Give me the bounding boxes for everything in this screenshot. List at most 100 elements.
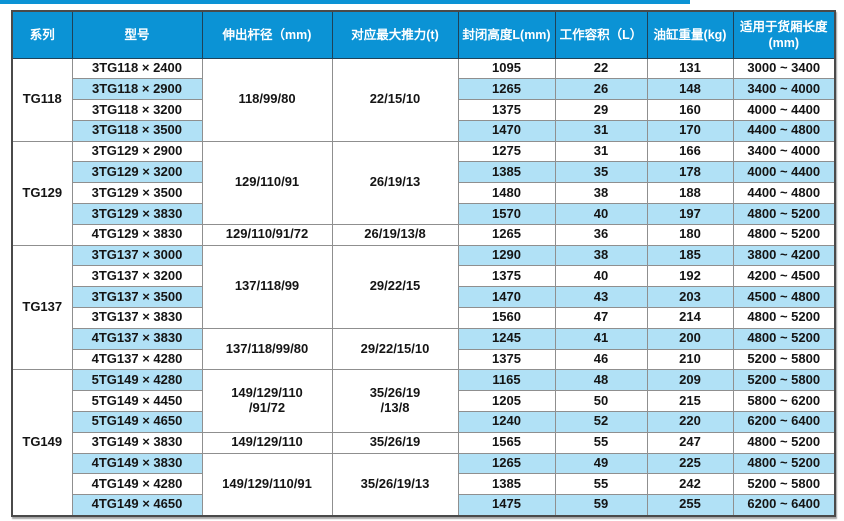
model-cell: 5TG149 × 4280 — [71, 369, 203, 392]
volume-cell: 40 — [554, 203, 648, 225]
model-cell: 3TG137 × 3200 — [71, 265, 203, 288]
table-row: TG137 3TG137 × 3000 137/118/99 29/22/15 1290… — [11, 244, 836, 371]
model-cell: 3TG118 × 2400 — [71, 57, 203, 80]
volume-cell: 31 — [554, 119, 648, 142]
closed-height-cell: 1385 — [457, 473, 556, 496]
model-cell: 4TG137 × 4280 — [71, 348, 203, 371]
model-cell: 3TG149 × 3830 — [71, 431, 203, 454]
weight-cell: 200 — [646, 327, 734, 350]
rod-diameter-cell: 137/118/99/80 — [201, 327, 333, 371]
box-length-cell: 4000 ~ 4400 — [732, 161, 836, 184]
thrust-cell: 29/22/15 — [331, 244, 459, 329]
volume-cell: 40 — [554, 265, 648, 288]
volume-cell: 38 — [554, 182, 648, 205]
column-header-volume: 工作容积（L） — [554, 10, 648, 59]
weight-cell: 192 — [646, 265, 734, 288]
model-cell: 3TG129 × 3200 — [71, 161, 203, 184]
closed-height-cell: 1375 — [457, 348, 556, 371]
table-row: TG149 5TG149 × 4280 149/129/110 /91/72 35/2… — [11, 369, 836, 517]
closed-height-cell: 1480 — [457, 182, 556, 205]
box-length-cell: 5200 ~ 5800 — [732, 348, 836, 371]
closed-height-cell: 1095 — [457, 57, 556, 80]
spec-table: 系列 型号 伸出杆径（mm) 对应最大推力(t) 封闭高度L(mm) 工作容积（L） 油缸重… — [11, 10, 836, 517]
weight-cell: 170 — [646, 119, 734, 142]
model-cell: 3TG129 × 3830 — [71, 203, 203, 225]
column-header-rod-diameter: 伸出杆径（mm) — [201, 10, 333, 59]
closed-height-cell: 1470 — [457, 286, 556, 309]
box-length-cell: 4000 ~ 4400 — [732, 99, 836, 121]
box-length-cell: 4800 ~ 5200 — [732, 307, 836, 329]
closed-height-cell: 1385 — [457, 161, 556, 184]
weight-cell: 148 — [646, 78, 734, 101]
thrust-cell: 35/26/19/13 — [331, 452, 459, 517]
rod-diameter-cell: 129/110/91 — [201, 140, 333, 225]
closed-height-cell: 1265 — [457, 452, 556, 475]
volume-cell: 36 — [554, 223, 648, 246]
box-length-cell: 4800 ~ 5200 — [732, 327, 836, 350]
weight-cell: 178 — [646, 161, 734, 184]
volume-cell: 41 — [554, 327, 648, 350]
table-row: 5TG149 × 4650 1240 52 220 6200 ~ 6400 — [12, 411, 836, 433]
box-length-cell: 4800 ~ 5200 — [732, 203, 836, 225]
volume-cell: 47 — [554, 307, 648, 329]
closed-height-cell: 1375 — [457, 99, 556, 121]
table-row: TG118 3TG118 × 2400 118/99/80 22/15/10 1095 2… — [11, 57, 836, 142]
table-row: 3TG129 × 3500 1480 38 188 4400 ~ 4800 — [12, 182, 836, 205]
model-cell: 4TG149 × 3830 — [71, 452, 203, 475]
box-length-cell: 3400 ~ 4000 — [732, 78, 836, 101]
box-length-cell: 5200 ~ 5800 — [732, 473, 836, 496]
column-header-max-thrust: 对应最大推力(t) — [331, 10, 459, 59]
model-cell: 3TG137 × 3830 — [71, 307, 203, 329]
thrust-cell: 35/26/19 /13/8 — [331, 369, 459, 433]
model-cell: 4TG137 × 3830 — [71, 327, 203, 350]
column-header-box-length: 适用于货厢长度 (mm) — [732, 10, 836, 59]
table-row: 4TG149 × 4650 1475 59 255 6200 ~ 6400 — [12, 494, 836, 517]
weight-cell: 255 — [646, 494, 734, 517]
table-row: 4TG137 × 4280 1375 46 210 5200 ~ 5800 — [12, 348, 836, 371]
weight-cell: 242 — [646, 473, 734, 496]
volume-cell: 46 — [554, 348, 648, 371]
model-cell: 3TG137 × 3500 — [71, 286, 203, 309]
rod-diameter-cell: 149/129/110 — [201, 431, 333, 454]
table-body: TG118 3TG118 × 2400 118/99/80 22/15/10 1095 2… — [11, 57, 836, 517]
volume-cell: 29 — [554, 99, 648, 121]
top-accent-bar — [0, 0, 690, 4]
model-cell: 4TG149 × 4650 — [71, 494, 203, 517]
weight-cell: 203 — [646, 286, 734, 309]
box-length-cell: 4400 ~ 4800 — [732, 182, 836, 205]
volume-cell: 31 — [554, 140, 648, 163]
table-row: 3TG137 × 3200 1375 40 192 4200 ~ 4500 — [12, 265, 836, 288]
weight-cell: 210 — [646, 348, 734, 371]
weight-cell: 180 — [646, 223, 734, 246]
volume-cell: 49 — [554, 452, 648, 475]
box-length-cell: 6200 ~ 6400 — [732, 494, 836, 517]
closed-height-cell: 1240 — [457, 411, 556, 433]
table-row: 3TG129 × 3830 1570 40 197 4800 ~ 5200 — [12, 203, 836, 225]
volume-cell: 55 — [554, 473, 648, 496]
series-cell: TG129 — [11, 140, 73, 246]
volume-cell: 43 — [554, 286, 648, 309]
box-length-cell: 5200 ~ 5800 — [732, 369, 836, 392]
model-cell: 4TG149 × 4280 — [71, 473, 203, 496]
box-length-cell: 4400 ~ 4800 — [732, 119, 836, 142]
thrust-cell: 26/19/13/8 — [331, 223, 459, 246]
thrust-cell: 35/26/19 — [331, 431, 459, 454]
box-length-cell: 3800 ~ 4200 — [732, 244, 836, 267]
model-cell: 3TG129 × 3500 — [71, 182, 203, 205]
column-header-closed-height: 封闭高度L(mm) — [457, 10, 556, 59]
box-length-cell: 4800 ~ 5200 — [732, 452, 836, 475]
model-cell: 3TG118 × 3500 — [71, 119, 203, 142]
box-length-cell: 4800 ~ 5200 — [732, 431, 836, 454]
table-row: 3TG118 × 2900 1265 26 148 3400 ~ 4000 — [12, 78, 836, 101]
weight-cell: 197 — [646, 203, 734, 225]
series-cell: TG149 — [11, 369, 73, 517]
weight-cell: 131 — [646, 57, 734, 80]
volume-cell: 22 — [554, 57, 648, 80]
weight-cell: 209 — [646, 369, 734, 392]
table-row: 4TG137 × 3830 137/118/99/80 29/22/15/10 124… — [12, 327, 836, 371]
thrust-cell: 22/15/10 — [331, 57, 459, 142]
rod-diameter-cell: 149/129/110/91 — [201, 452, 333, 517]
table-row: 5TG149 × 4450 1205 50 215 5800 ~ 6200 — [12, 390, 836, 413]
closed-height-cell: 1265 — [457, 223, 556, 246]
weight-cell: 220 — [646, 411, 734, 433]
